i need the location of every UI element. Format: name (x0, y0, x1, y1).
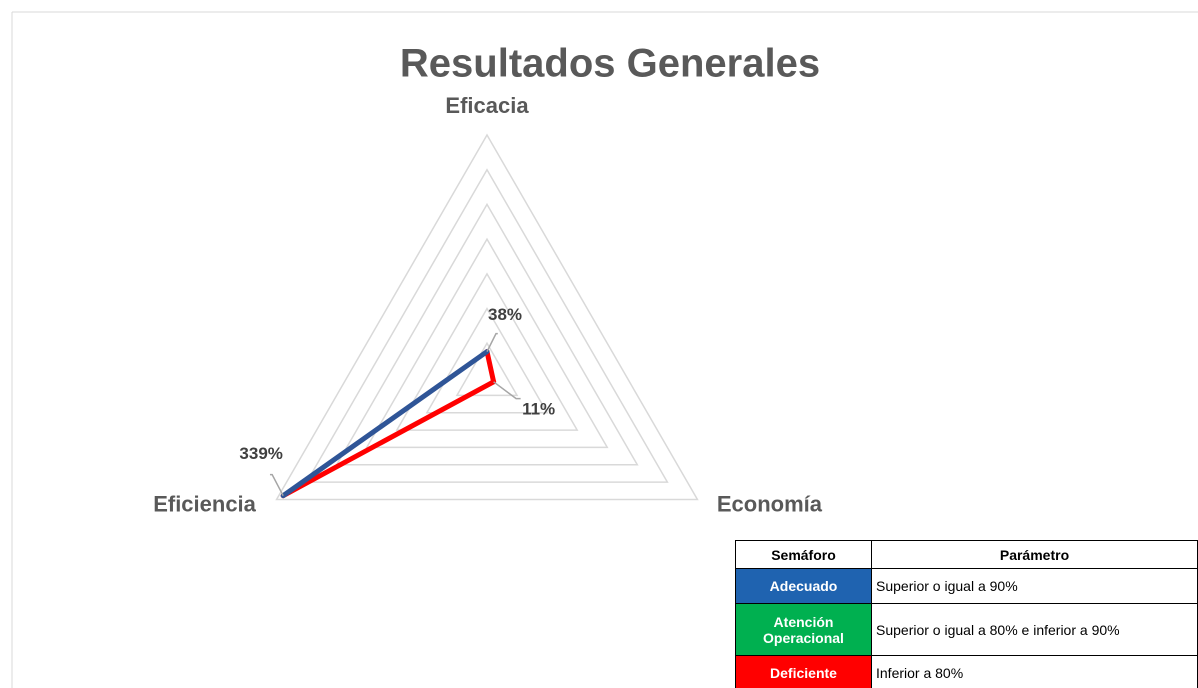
grid-ring (455, 341, 519, 397)
grid-ring (305, 168, 669, 483)
table-header: Semáforo (735, 540, 872, 569)
table-row: Adecuado Superior o igual a 90% (735, 568, 1198, 604)
grid-ring (275, 133, 699, 501)
status-cell: Atención Operacional (735, 603, 872, 656)
chart-title: Resultados Generales (400, 42, 820, 86)
table-header: Parámetro (871, 540, 1198, 569)
series-edge (484, 349, 497, 385)
data-label: 38% (488, 305, 522, 324)
axis-label: Eficacia (445, 93, 529, 118)
parameter-cell: Superior o igual a 80% e inferior a 90% (871, 603, 1198, 656)
parameter-cell: Inferior a 80% (871, 655, 1198, 688)
data-label: 11% (522, 399, 555, 418)
axis-label: Economía (717, 491, 823, 516)
status-cell: Deficiente (735, 655, 872, 688)
axis-label: Eficiencia (153, 491, 256, 516)
leader-line (269, 473, 284, 497)
table-row: Deficiente Inferior a 80% (735, 655, 1198, 688)
series-edge (280, 349, 490, 499)
status-cell: Adecuado (735, 568, 872, 604)
grid-ring (335, 202, 639, 466)
legend-table: Semáforo Parámetro Adecuado Superior o igu… (735, 540, 1198, 688)
grid-ring (395, 272, 579, 431)
grid-ring (365, 237, 609, 449)
grid-ring (425, 307, 549, 414)
table-row: Atención Operacional Superior o igual a 8… (735, 603, 1198, 656)
leader-line (493, 381, 521, 400)
parameter-cell: Superior o igual a 90% (871, 568, 1198, 604)
data-label: 339% (239, 444, 282, 463)
series-edge (280, 379, 497, 499)
leader-line (486, 332, 498, 352)
